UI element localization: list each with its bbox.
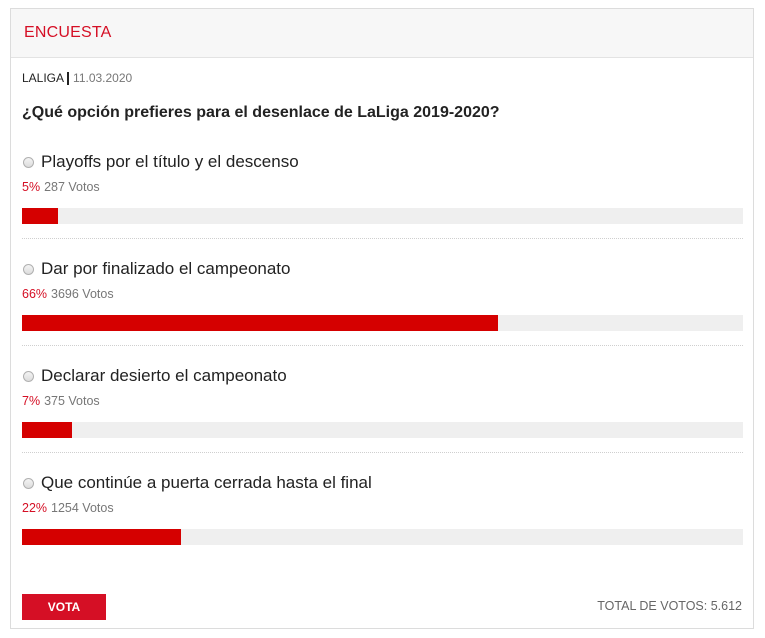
result-bar-track xyxy=(22,529,743,545)
option-divider xyxy=(22,452,743,453)
result-bar-track xyxy=(22,422,743,438)
poll-source: LALIGA xyxy=(22,71,65,85)
result-bar-fill xyxy=(22,529,181,545)
meta-separator xyxy=(67,71,70,85)
option-radio[interactable] xyxy=(23,477,34,489)
result-bar-fill xyxy=(22,315,498,331)
poll-header: ENCUESTA xyxy=(11,9,753,58)
poll-meta: LALIGA 11.03.2020 xyxy=(22,71,132,85)
option-label[interactable]: Declarar desierto el campeonato xyxy=(41,366,287,385)
option-radio[interactable] xyxy=(23,263,34,275)
option-label[interactable]: Dar por finalizado el campeonato xyxy=(41,259,291,278)
result-bar-fill xyxy=(22,422,73,438)
option-percent: 66% xyxy=(22,287,48,301)
option-votes: 3696 Votos xyxy=(51,287,114,301)
option-radio[interactable] xyxy=(23,370,34,382)
option-votes: 287 Votos xyxy=(44,180,100,194)
option-radio[interactable] xyxy=(23,156,34,168)
option-divider xyxy=(22,345,743,346)
result-bar-track xyxy=(22,315,743,331)
poll-date: 11.03.2020 xyxy=(73,71,133,85)
option-votes: 375 Votos xyxy=(44,394,100,408)
poll-option: Playoffs por el título y el descenso 5% 2… xyxy=(22,151,743,224)
total-votes: TOTAL DE VOTOS: 5.612 xyxy=(597,599,742,613)
result-bar-fill xyxy=(22,208,59,224)
poll-option: Declarar desierto el campeonato 7% 375 Vo… xyxy=(22,365,743,438)
poll-option: Que continúe a puerta cerrada hasta el f… xyxy=(22,472,743,545)
poll-option: Dar por finalizado el campeonato 66% 3696… xyxy=(22,258,743,331)
option-votes: 1254 Votos xyxy=(51,501,114,515)
option-percent: 22% xyxy=(22,501,48,515)
poll-card: ENCUESTA LALIGA 11.03.2020 ¿Qué opción p… xyxy=(10,8,754,629)
poll-title: ENCUESTA xyxy=(24,24,112,41)
result-bar-track xyxy=(22,208,743,224)
option-divider xyxy=(22,238,743,239)
option-label[interactable]: Que continúe a puerta cerrada hasta el f… xyxy=(41,473,372,492)
option-percent: 7% xyxy=(22,394,41,408)
option-label[interactable]: Playoffs por el título y el descenso xyxy=(41,152,299,171)
option-percent: 5% xyxy=(22,180,41,194)
vote-button[interactable]: VOTA xyxy=(22,594,106,620)
poll-question: ¿Qué opción prefieres para el desenlace … xyxy=(22,104,500,121)
